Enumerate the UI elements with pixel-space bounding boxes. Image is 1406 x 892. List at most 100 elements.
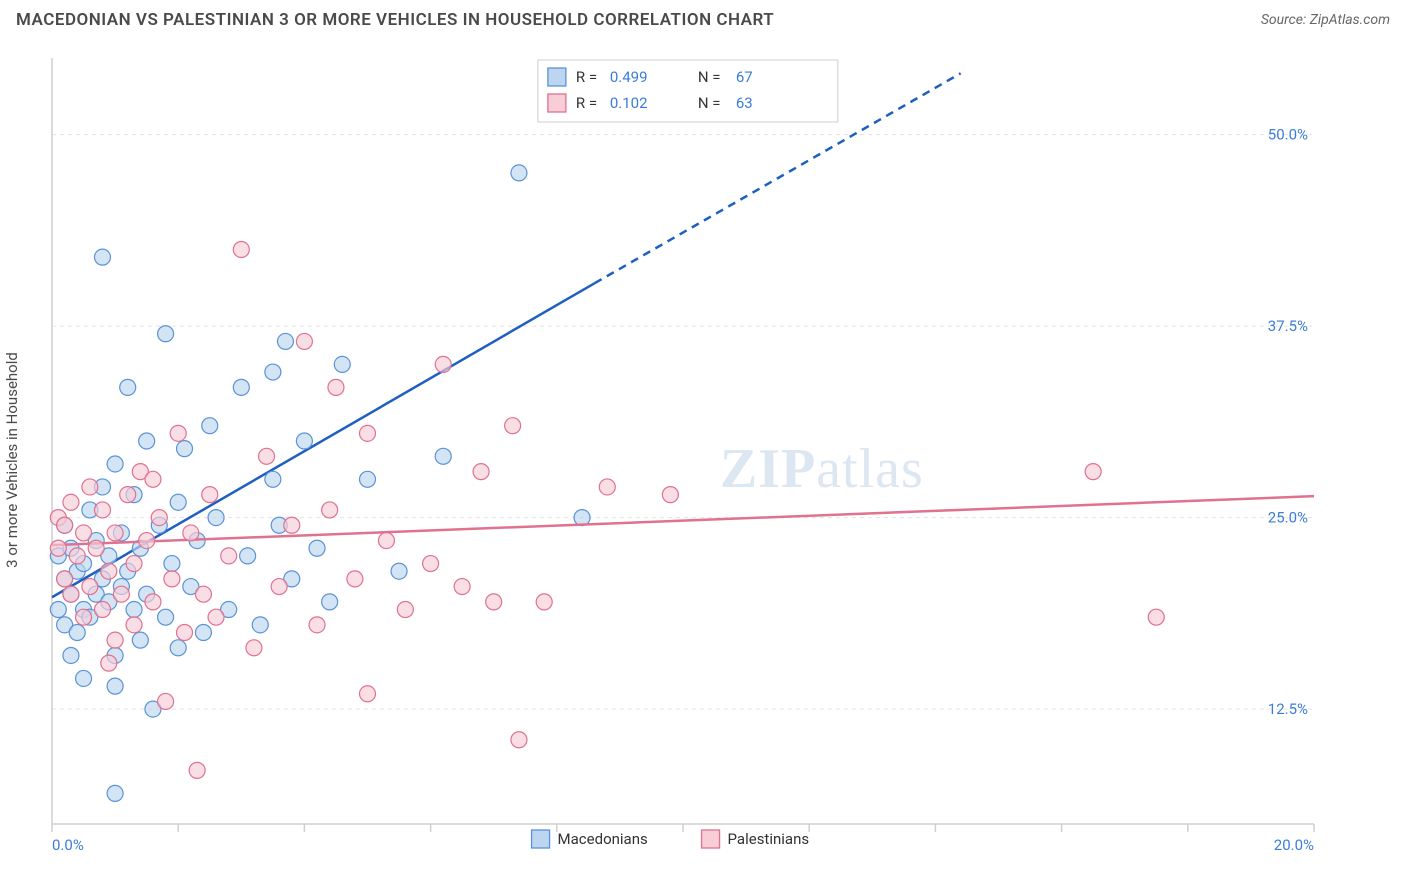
scatter-point [511, 165, 527, 181]
scatter-chart: 12.5%25.0%37.5%50.0%ZIPatlas0.0%20.0%R =… [16, 44, 1374, 864]
legend-n-value: 63 [736, 94, 753, 112]
scatter-point [120, 379, 136, 395]
scatter-point [322, 594, 338, 610]
scatter-point [202, 418, 218, 434]
scatter-point [94, 602, 110, 618]
scatter-point [195, 586, 211, 602]
scatter-point [170, 494, 186, 510]
y-tick-label: 25.0% [1268, 509, 1308, 527]
scatter-point [208, 510, 224, 526]
scatter-point [277, 333, 293, 349]
scatter-point [246, 640, 262, 656]
y-tick-label: 50.0% [1268, 126, 1308, 144]
scatter-point [69, 548, 85, 564]
legend-n-label: N = [698, 94, 721, 112]
scatter-point [195, 625, 211, 641]
series-label: Macedonians [558, 830, 648, 848]
legend-n-label: N = [698, 68, 721, 86]
scatter-point [183, 525, 199, 541]
scatter-point [107, 525, 123, 541]
scatter-point [126, 602, 142, 618]
legend-n-value: 67 [736, 68, 753, 86]
legend-r-value: 0.499 [610, 68, 648, 86]
scatter-point [82, 579, 98, 595]
scatter-point [271, 579, 287, 595]
scatter-point [233, 242, 249, 258]
scatter-point [164, 571, 180, 587]
scatter-point [309, 540, 325, 556]
y-tick-label: 12.5% [1268, 700, 1308, 718]
scatter-point [435, 356, 451, 372]
scatter-point [284, 517, 300, 533]
scatter-point [88, 540, 104, 556]
scatter-point [170, 640, 186, 656]
chart-title: MACEDONIAN VS PALESTINIAN 3 OR MORE VEHI… [16, 10, 774, 30]
scatter-point [69, 625, 85, 641]
scatter-point [57, 517, 73, 533]
scatter-point [107, 785, 123, 801]
series-label: Palestinians [728, 830, 810, 848]
scatter-point [259, 448, 275, 464]
watermark: ZIPatlas [720, 438, 924, 500]
scatter-point [101, 655, 117, 671]
scatter-point [221, 548, 237, 564]
scatter-point [536, 594, 552, 610]
scatter-point [334, 356, 350, 372]
scatter-point [107, 632, 123, 648]
scatter-point [139, 533, 155, 549]
scatter-point [139, 433, 155, 449]
scatter-point [265, 364, 281, 380]
scatter-point [347, 571, 363, 587]
scatter-point [454, 579, 470, 595]
scatter-point [360, 471, 376, 487]
scatter-point [76, 670, 92, 686]
legend-swatch [548, 68, 566, 86]
scatter-point [202, 487, 218, 503]
scatter-point [473, 464, 489, 480]
scatter-point [132, 632, 148, 648]
scatter-point [360, 686, 376, 702]
scatter-point [208, 609, 224, 625]
scatter-point [599, 479, 615, 495]
scatter-point [189, 762, 205, 778]
scatter-point [296, 433, 312, 449]
scatter-point [233, 379, 249, 395]
scatter-point [107, 456, 123, 472]
scatter-point [63, 494, 79, 510]
x-tick-label: 20.0% [1274, 836, 1314, 854]
scatter-point [158, 693, 174, 709]
scatter-point [158, 326, 174, 342]
scatter-point [107, 678, 123, 694]
scatter-point [252, 617, 268, 633]
scatter-point [435, 448, 451, 464]
scatter-point [164, 556, 180, 572]
scatter-point [177, 441, 193, 457]
scatter-point [505, 418, 521, 434]
scatter-point [63, 586, 79, 602]
scatter-point [309, 617, 325, 633]
legend-r-label: R = [576, 94, 597, 112]
scatter-point [397, 602, 413, 618]
scatter-point [391, 563, 407, 579]
scatter-point [63, 647, 79, 663]
legend-r-label: R = [576, 68, 597, 86]
scatter-point [360, 425, 376, 441]
scatter-point [126, 617, 142, 633]
scatter-point [378, 533, 394, 549]
scatter-point [113, 586, 129, 602]
scatter-point [322, 502, 338, 518]
scatter-point [1085, 464, 1101, 480]
scatter-point [265, 471, 281, 487]
scatter-point [145, 471, 161, 487]
scatter-point [82, 479, 98, 495]
legend-swatch [548, 94, 566, 112]
scatter-point [94, 249, 110, 265]
scatter-point [126, 556, 142, 572]
scatter-point [158, 609, 174, 625]
scatter-point [151, 510, 167, 526]
scatter-point [50, 602, 66, 618]
scatter-point [177, 625, 193, 641]
scatter-point [328, 379, 344, 395]
scatter-point [94, 502, 110, 518]
scatter-point [170, 425, 186, 441]
